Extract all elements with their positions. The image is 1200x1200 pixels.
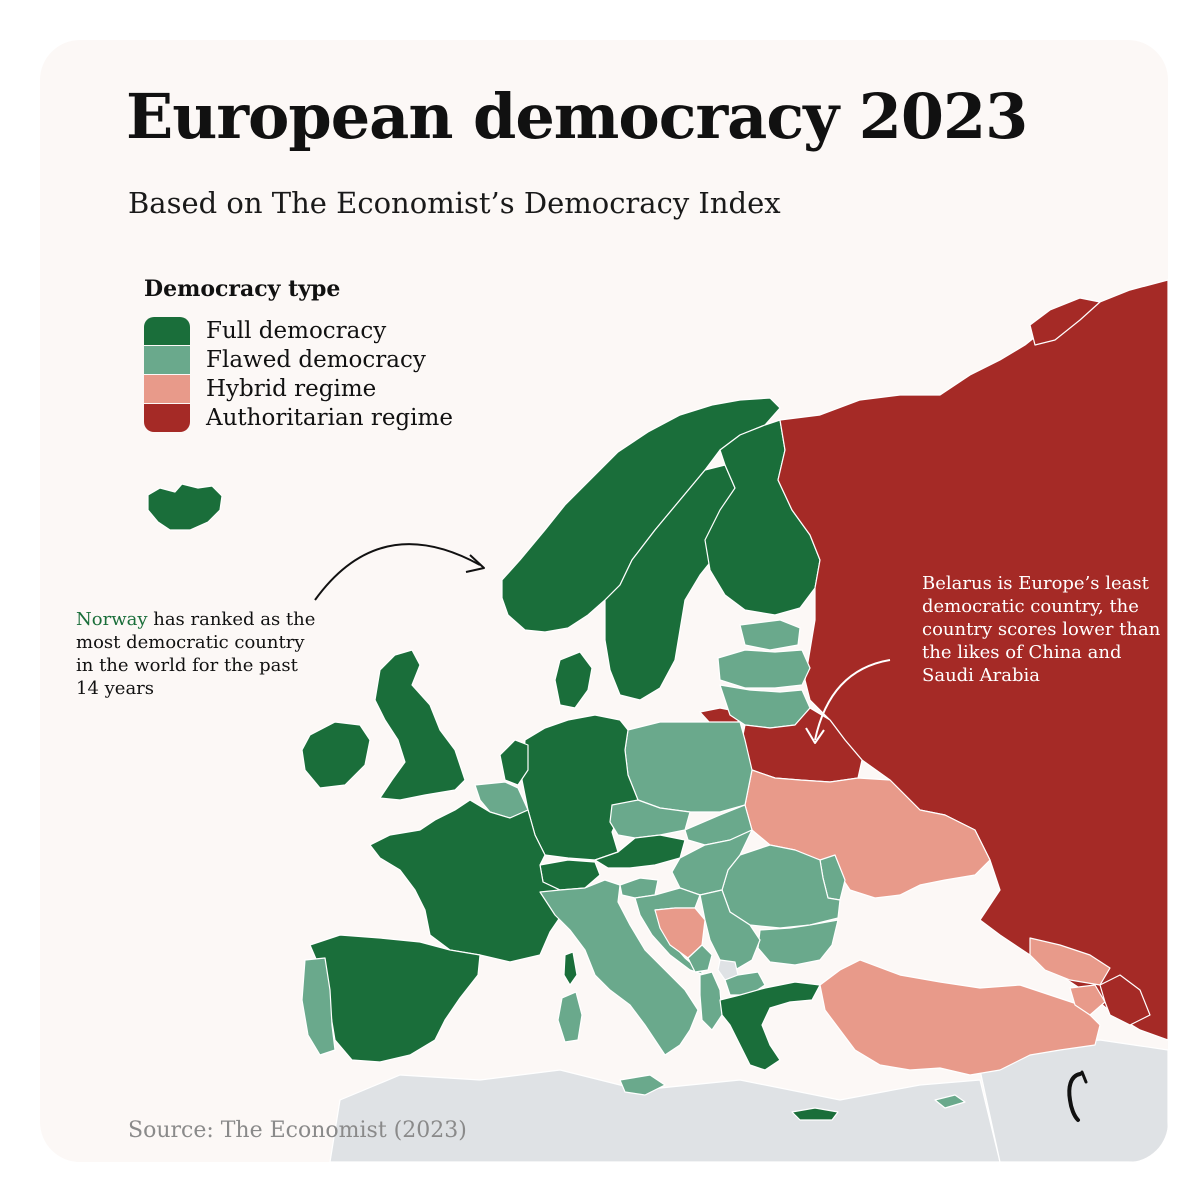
country-north-macedonia [724,971,766,996]
legend-item-hybrid-regime: Hybrid regime [144,374,453,403]
country-czechia [609,799,691,839]
legend-title: Democracy type [144,276,341,302]
country-spain [309,934,481,1063]
legend-item-authoritarian-regime: Authoritarian regime [144,403,453,432]
legend-label: Flawed democracy [206,346,426,373]
country-estonia [739,619,801,651]
country-cyprus [934,1094,966,1109]
country-serbia [699,889,761,971]
country-poland [624,721,753,813]
country-turkey [819,959,1101,1076]
country-italy [539,879,699,1056]
legend-swatch [144,403,190,432]
country-montenegro [687,944,713,973]
legend-label: Hybrid regime [206,375,377,402]
page-subtitle: Based on The Economist’s Democracy Index [128,186,781,220]
country-denmark [554,651,593,709]
legend: Democracy type Full democracy Flawed dem… [144,276,453,432]
norway-arrow [314,543,485,601]
legend-swatch [144,345,190,374]
infographic-card: European democracy 2023 Based on The Eco… [40,40,1168,1162]
source-note: Source: The Economist (2023) [128,1118,467,1143]
country-germany [521,714,639,861]
country-latvia [717,649,811,689]
country-france-corsica [563,951,578,986]
country-bulgaria [757,919,839,966]
country-ireland [301,721,371,789]
belarus-annotation: Belarus is Europe’s least democratic cou… [922,573,1161,686]
country-russia-kola-island [1029,297,1101,346]
country-albania [699,971,723,1031]
country-italy-sardinia [557,991,583,1043]
country-italy-sicily [619,1074,666,1096]
country-russia [777,279,1168,1041]
country-sweden [604,464,736,701]
legend-label: Full democracy [206,317,387,344]
country-hungary [671,829,753,896]
page-title: European democracy 2023 [126,80,1028,153]
country-greece-crete [791,1107,839,1121]
legend-item-flawed-democracy: Flawed democracy [144,345,453,374]
legend-swatch [144,374,190,403]
brand-logo [1067,1070,1088,1122]
country-portugal [301,957,336,1056]
norway-annotation: Norway has ranked as the most democratic… [76,608,316,700]
country-azerbaijan [1099,974,1151,1026]
country-uk [374,649,466,801]
country-greece [719,981,821,1071]
country-iceland [147,483,223,531]
country-france [369,799,566,963]
legend-label: Authoritarian regime [206,404,453,431]
region-north-africa [329,1069,1001,1162]
country-austria [594,834,686,869]
europe-map [147,279,1168,1162]
country-armenia [1069,984,1106,1016]
norway-annotation-text: has ranked as the most democratic countr… [76,609,316,699]
norway-highlight: Norway [76,609,148,630]
country-netherlands [499,739,529,786]
legend-item-full-democracy: Full democracy [144,316,453,345]
belarus-arrow [805,659,891,744]
legend-swatch [144,316,190,345]
